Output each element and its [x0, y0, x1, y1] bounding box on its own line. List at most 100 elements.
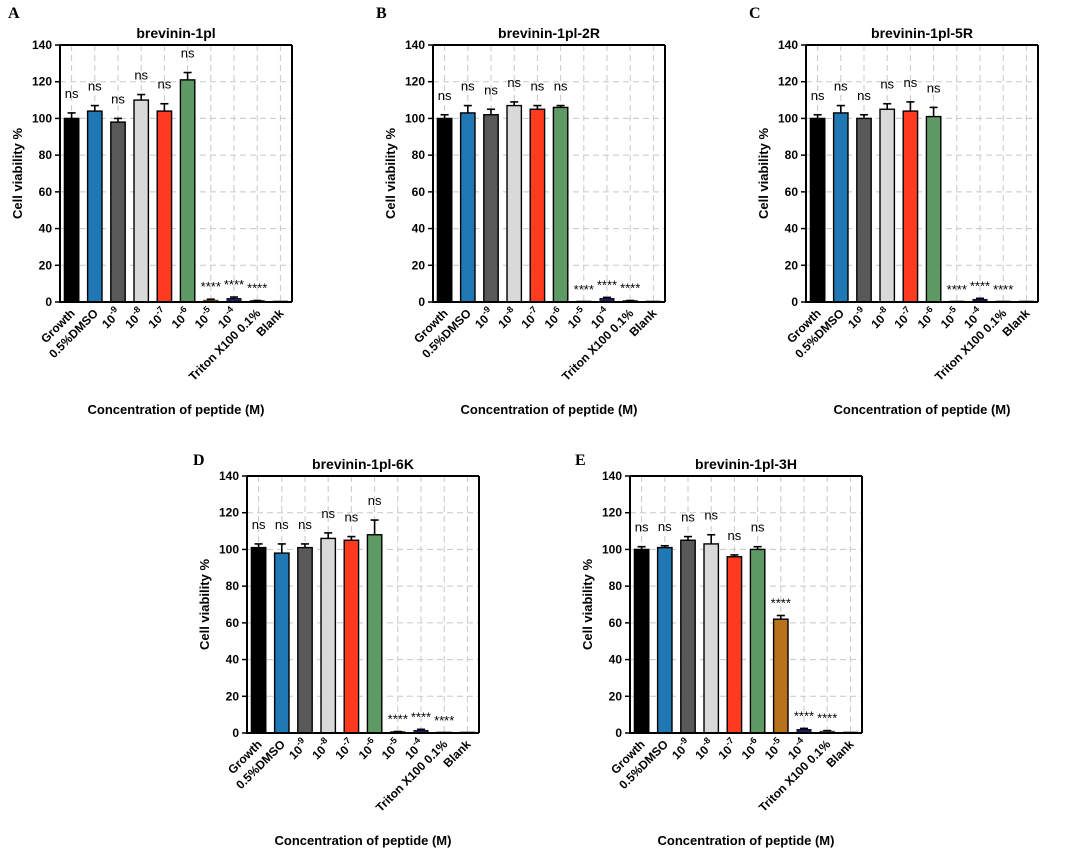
x-tick-label: 10-5: [760, 735, 787, 762]
y-tick-label: 0: [45, 295, 52, 309]
x-axis-title: Concentration of peptide (M): [834, 402, 1011, 417]
bar-Growth: [436, 117, 453, 303]
bar-0.5%DMSO: [273, 552, 290, 734]
bar-Growth: [809, 117, 826, 303]
x-tick-label: 10-6: [913, 304, 940, 331]
x-tick-label: 10-9: [284, 735, 311, 762]
x-tick-label: Blank: [824, 737, 857, 770]
y-tick-label: 40: [609, 653, 623, 667]
chart-title: brevinin-1pl-5R: [871, 25, 973, 41]
y-tick-label: 40: [785, 222, 799, 236]
significance-label: ns: [88, 79, 102, 94]
significance-label: ****: [247, 281, 267, 296]
y-tick-label: 100: [32, 111, 52, 125]
bar-10-9: [680, 539, 696, 734]
y-axis-title: Cell viability %: [10, 128, 25, 219]
y-tick-label: 140: [602, 469, 622, 483]
y-axis-title: Cell viability %: [197, 559, 212, 650]
significance-label: ****: [947, 282, 967, 297]
chart-title: brevinin-1pl-6K: [312, 456, 414, 472]
significance-label: ****: [597, 277, 617, 292]
significance-label: ns: [811, 88, 825, 103]
bar-10-6: [552, 106, 569, 303]
bar-Growth: [250, 546, 267, 734]
x-tick-label: 10-8: [866, 304, 893, 331]
significance-label: ns: [252, 517, 266, 532]
x-tick-label: 10-6: [737, 735, 764, 762]
significance-label: ns: [681, 510, 695, 525]
bar-0.5%DMSO: [86, 110, 103, 303]
bar-10-9: [110, 121, 126, 303]
panel-letter: A: [8, 5, 20, 22]
x-tick-label: 10-6: [167, 304, 194, 331]
y-tick-label: 0: [418, 295, 425, 309]
y-tick-label: 60: [609, 616, 623, 630]
significance-label: ****: [388, 712, 408, 727]
y-tick-label: 40: [412, 222, 426, 236]
significance-label: ****: [574, 282, 594, 297]
significance-label: ****: [620, 281, 640, 296]
y-tick-label: 120: [219, 506, 239, 520]
x-axis-title: Concentration of peptide (M): [88, 402, 265, 417]
y-tick-label: 140: [219, 469, 239, 483]
x-tick-label: 10-5: [190, 304, 217, 331]
bar-10-8: [133, 99, 150, 303]
significance-label: ns: [704, 508, 718, 523]
y-tick-label: 80: [785, 148, 799, 162]
panel-letter: C: [749, 5, 761, 22]
significance-label: ns: [927, 80, 941, 95]
bar-10-9: [856, 117, 872, 303]
y-tick-label: 20: [226, 689, 240, 703]
y-tick-label: 60: [39, 185, 53, 199]
bar-10-9: [483, 114, 499, 303]
significance-label: ns: [658, 519, 672, 534]
x-tick-label: 10-7: [143, 304, 170, 331]
y-tick-label: 60: [785, 185, 799, 199]
significance-label: ****: [434, 713, 454, 728]
y-tick-label: 140: [405, 38, 425, 52]
bar-10-9: [297, 546, 313, 734]
bar-10-7: [156, 110, 173, 303]
bar-10-8: [879, 108, 896, 303]
significance-label: ns: [554, 79, 568, 94]
bar-10-5: [772, 618, 789, 734]
x-tick-label: 10-6: [354, 735, 381, 762]
significance-label: ****: [970, 278, 990, 293]
x-tick-label: 10-5: [563, 304, 590, 331]
y-tick-label: 100: [405, 111, 425, 125]
bar-10-8: [320, 537, 337, 734]
y-tick-label: 120: [405, 75, 425, 89]
y-tick-label: 80: [39, 148, 53, 162]
x-tick-label: 10-8: [120, 304, 147, 331]
x-tick-label: 10-9: [470, 304, 497, 331]
significance-label: ns: [158, 77, 172, 92]
y-tick-label: 60: [226, 616, 240, 630]
y-tick-label: 120: [602, 506, 622, 520]
significance-label: ns: [834, 79, 848, 94]
y-axis-title: Cell viability %: [383, 128, 398, 219]
y-tick-label: 80: [609, 579, 623, 593]
bar-0.5%DMSO: [459, 112, 476, 303]
significance-label: ns: [728, 528, 742, 543]
bar-10-7: [343, 539, 360, 734]
y-tick-label: 40: [226, 653, 240, 667]
significance-label: ns: [857, 88, 871, 103]
y-tick-label: 0: [232, 726, 239, 740]
bar-10-6: [179, 79, 196, 303]
panel-letter: E: [575, 452, 586, 469]
y-tick-label: 0: [791, 295, 798, 309]
significance-label: ns: [751, 520, 765, 535]
x-tick-label: 10-9: [97, 304, 124, 331]
significance-label: ns: [635, 520, 649, 535]
x-tick-label: 10-5: [377, 735, 404, 762]
significance-label: ns: [181, 46, 195, 61]
y-tick-label: 20: [412, 258, 426, 272]
bar-10-7: [529, 108, 546, 303]
y-tick-label: 140: [32, 38, 52, 52]
significance-label: ns: [368, 493, 382, 508]
y-tick-label: 20: [785, 258, 799, 272]
x-tick-label: Blank: [441, 737, 474, 770]
y-tick-label: 100: [219, 542, 239, 556]
